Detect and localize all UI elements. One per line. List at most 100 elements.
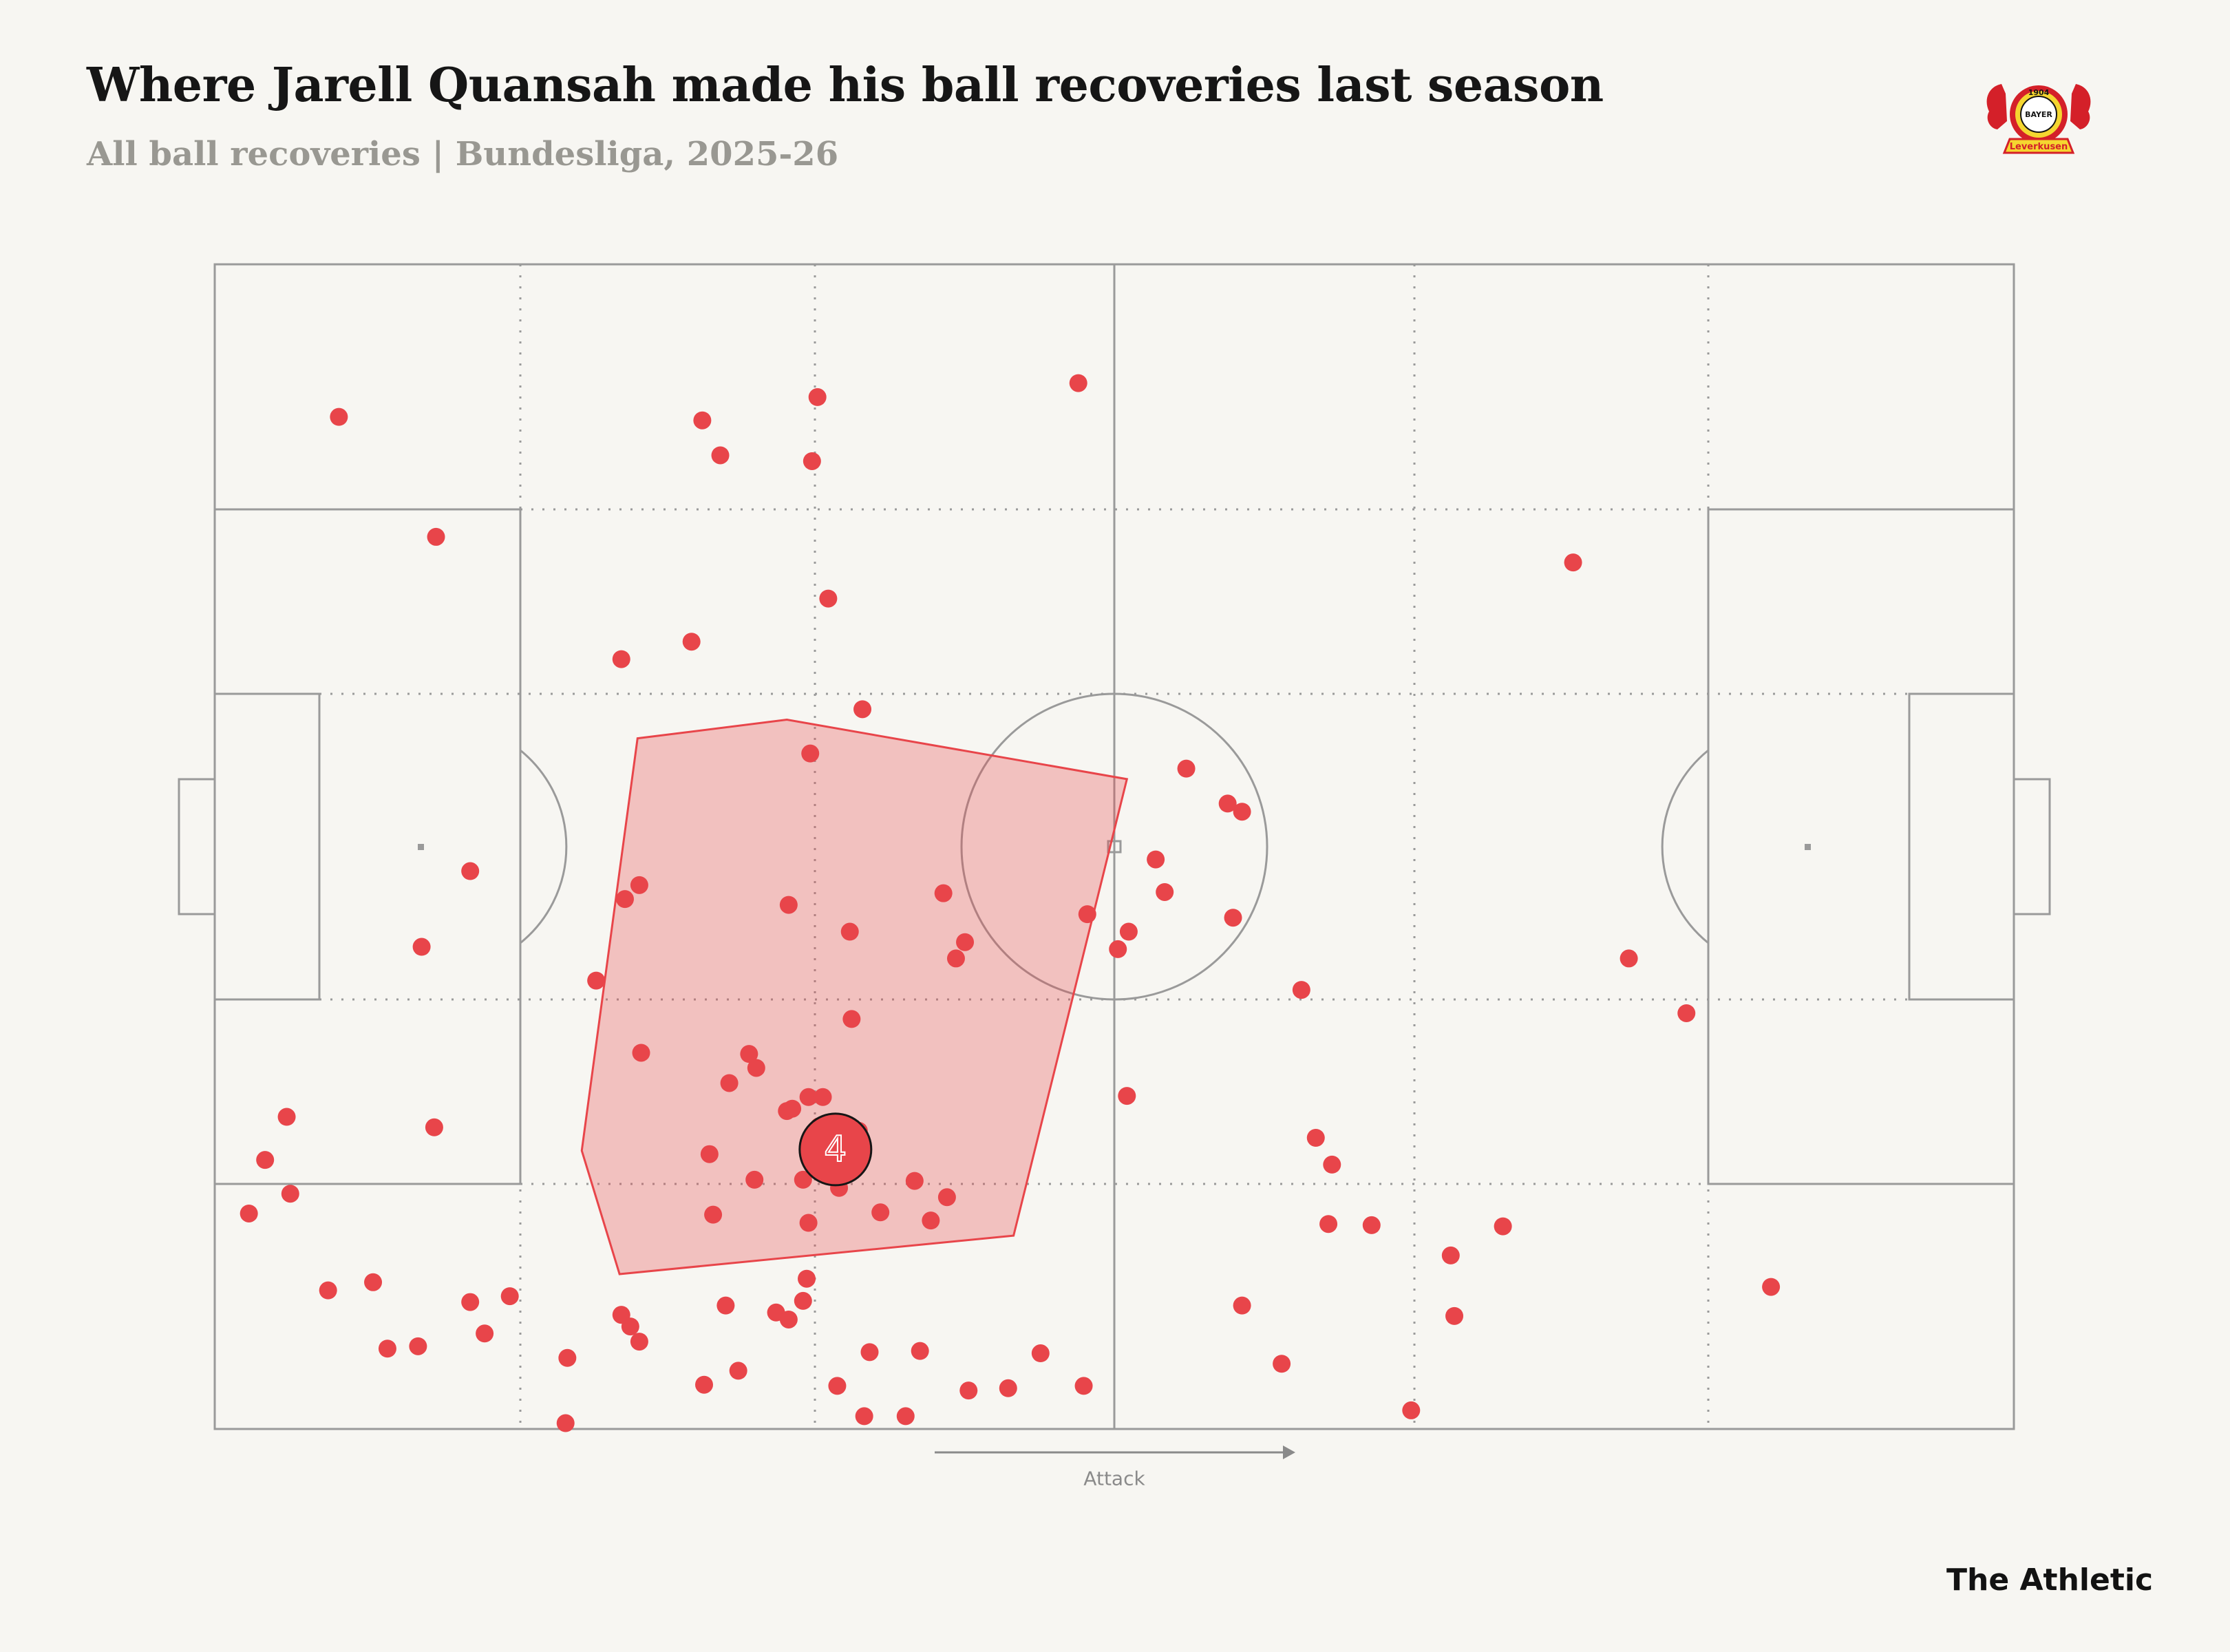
recovery-point xyxy=(946,949,965,968)
recovery-point xyxy=(799,1088,818,1106)
logo-year: 1904 xyxy=(2028,88,2050,97)
recovery-point xyxy=(427,527,445,546)
recovery-point xyxy=(364,1273,383,1291)
arrowhead-icon xyxy=(1283,1446,1295,1459)
recovery-point xyxy=(1319,1215,1338,1233)
recovery-point xyxy=(1218,794,1237,813)
right-six-yard-box xyxy=(1908,692,2015,1001)
recovery-point xyxy=(256,1151,275,1169)
recovery-hull-layer xyxy=(580,719,1129,1275)
recovery-point xyxy=(798,1269,816,1288)
recovery-point xyxy=(855,1407,873,1426)
recovery-point xyxy=(840,922,859,941)
recovery-point xyxy=(240,1204,258,1222)
recovery-point xyxy=(704,1205,723,1224)
recovery-point xyxy=(1119,922,1138,941)
right-penalty-spot xyxy=(1805,844,1811,850)
recovery-point xyxy=(461,862,480,880)
recovery-point xyxy=(860,1343,879,1362)
recovery-point xyxy=(1445,1306,1464,1325)
recovery-point xyxy=(587,971,606,990)
recovery-point xyxy=(1147,850,1165,869)
recovery-point xyxy=(1494,1217,1512,1236)
recovery-point xyxy=(956,933,975,951)
recovery-point xyxy=(799,1214,818,1232)
recovery-point xyxy=(1292,981,1310,999)
chart-title: Where Jarell Quansah made his ball recov… xyxy=(87,58,1604,113)
recovery-point xyxy=(1402,1401,1421,1419)
recovery-point xyxy=(740,1045,758,1063)
recovery-point xyxy=(281,1185,299,1203)
recovery-point xyxy=(630,876,648,894)
recovery-point xyxy=(794,1291,812,1310)
recovery-point xyxy=(999,1379,1017,1397)
recovery-point xyxy=(630,1333,648,1351)
recovery-point xyxy=(720,1074,739,1092)
recovery-point xyxy=(425,1118,443,1136)
the-athletic-brand: The Athletic xyxy=(1946,1563,2154,1598)
recovery-point xyxy=(693,411,712,430)
recovery-point xyxy=(922,1211,940,1230)
recovery-point xyxy=(277,1108,296,1126)
recovery-point xyxy=(1620,949,1638,968)
recovery-point xyxy=(1069,374,1087,392)
recovery-point xyxy=(695,1375,714,1394)
recovery-point xyxy=(476,1324,494,1343)
recovery-point xyxy=(779,896,798,914)
left-six-yard-box xyxy=(213,692,321,1001)
recovery-point xyxy=(612,650,630,668)
recovery-point xyxy=(828,1377,847,1395)
recovery-point xyxy=(1074,1377,1093,1395)
recovery-point xyxy=(1306,1129,1325,1147)
left-penalty-area xyxy=(213,508,522,1185)
recovery-point xyxy=(783,1099,802,1118)
recovery-point xyxy=(729,1362,747,1380)
right-penalty-area xyxy=(1707,508,2015,1185)
recovery-point xyxy=(937,1188,956,1207)
recovery-point xyxy=(632,1044,650,1062)
recovery-point xyxy=(615,890,634,909)
average-position-circle xyxy=(798,1112,873,1187)
left-goal xyxy=(178,778,216,915)
recovery-point xyxy=(905,1172,924,1190)
recovery-point xyxy=(1078,905,1096,924)
recovery-point xyxy=(711,446,730,465)
right-penalty-arc xyxy=(1661,749,1709,944)
recovery-point xyxy=(745,1170,764,1189)
recovery-point xyxy=(378,1339,396,1358)
logo-name: BAYER xyxy=(2025,110,2052,119)
recovery-point xyxy=(1156,882,1174,901)
average-position-marker: 4 xyxy=(798,1112,873,1187)
recovery-point xyxy=(934,884,953,902)
right-goal xyxy=(2013,778,2051,915)
recovery-point xyxy=(911,1342,929,1360)
left-penalty-arc xyxy=(520,749,568,944)
recovery-point xyxy=(1031,1344,1050,1363)
pitch-markings xyxy=(178,263,2051,1430)
recovery-point xyxy=(794,1170,812,1189)
recovery-point xyxy=(779,1310,798,1328)
attack-direction-arrow: Attack xyxy=(935,1446,1295,1490)
bayer-leverkusen-logo: 1904 BAYER Leverkusen xyxy=(1986,84,2091,154)
zone-gridlines xyxy=(319,264,1909,1429)
recovery-point xyxy=(1323,1155,1341,1174)
recovery-point xyxy=(682,633,701,651)
attack-label: Attack xyxy=(1083,1468,1145,1490)
recovery-point xyxy=(409,1337,427,1355)
recovery-point xyxy=(853,700,872,719)
left-penalty-spot xyxy=(418,844,424,850)
recovery-point xyxy=(461,1293,480,1311)
recovery-point xyxy=(803,452,821,470)
recovery-point xyxy=(319,1281,337,1300)
recovery-point xyxy=(700,1145,719,1163)
recovery-convex-hull xyxy=(580,719,1129,1275)
recovery-point xyxy=(747,1059,765,1077)
logo-city: Leverkusen xyxy=(2010,142,2068,152)
recovery-point xyxy=(330,407,348,426)
recovery-point xyxy=(1233,803,1251,821)
recovery-point xyxy=(959,1381,978,1400)
average-position-label: 4 xyxy=(824,1129,847,1170)
recovery-point xyxy=(558,1348,577,1367)
recovery-point xyxy=(1233,1296,1251,1315)
